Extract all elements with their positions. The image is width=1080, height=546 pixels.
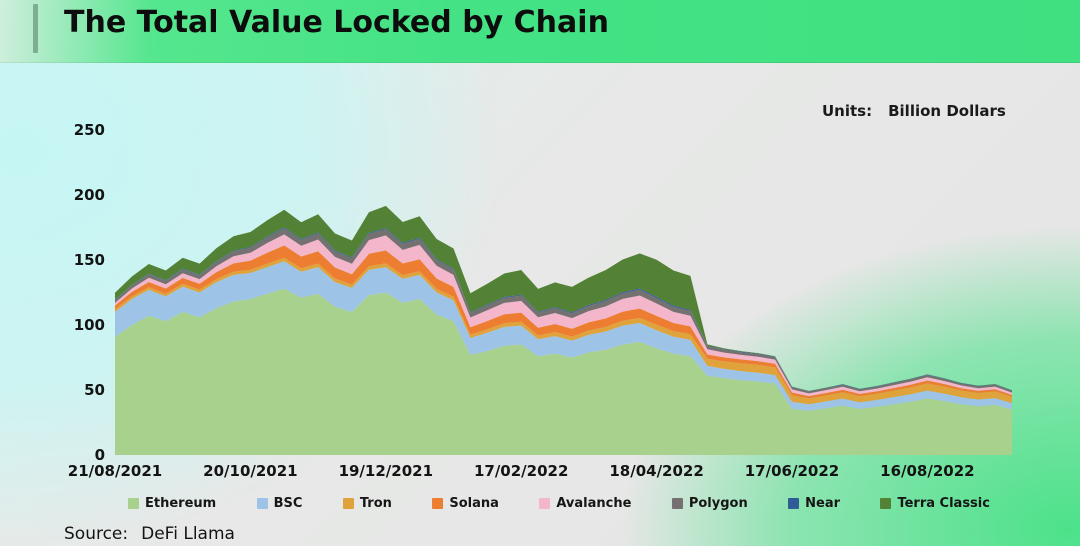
- header-banner: The Total Value Locked by Chain: [0, 0, 1080, 63]
- x-tick-label: 17/02/2022: [474, 462, 568, 480]
- source-line: Source: DeFi Llama: [64, 524, 235, 544]
- legend-item-solana: Solana: [432, 496, 499, 511]
- legend-item-ethereum: Ethereum: [128, 496, 216, 511]
- units-label: Units:: [822, 102, 873, 120]
- y-tick-label: 50: [84, 381, 105, 399]
- source-label: Source:: [64, 524, 129, 544]
- legend-label: BSC: [273, 495, 303, 511]
- area-polygon: [115, 228, 1012, 394]
- legend-item-tron: Tron: [342, 495, 392, 511]
- x-tick-label: 16/08/2022: [880, 462, 974, 480]
- units-annotation: Units: Billion Dollars: [822, 102, 1006, 120]
- y-tick-label: 200: [74, 186, 105, 204]
- legend-item-terra-classic: Terra Classic: [880, 496, 990, 511]
- y-tick-label: 100: [74, 316, 105, 334]
- units-value: Billion Dollars: [888, 102, 1006, 120]
- area-bsc: [115, 261, 1012, 411]
- legend-label: Ethereum: [145, 495, 217, 511]
- x-tick-label: 17/06/2022: [745, 462, 839, 480]
- x-tick-label: 18/04/2022: [609, 462, 703, 480]
- legend-swatch-terra-classic: [880, 497, 892, 509]
- legend-swatch-ethereum: [128, 497, 139, 509]
- x-tick-label: 20/10/2021: [203, 462, 297, 480]
- y-tick-label: 150: [74, 251, 105, 269]
- legend-item-bsc: BSC: [256, 495, 303, 511]
- legend-swatch-tron: [342, 497, 354, 509]
- title-accent-bar: [33, 4, 38, 53]
- legend-swatch-solana: [432, 497, 444, 509]
- legend-item-near: Near: [788, 496, 840, 511]
- area-ethereum: [115, 288, 1012, 455]
- legend-item-polygon: Polygon: [671, 495, 748, 511]
- legend-swatch-bsc: [256, 497, 268, 509]
- area-terra-classic: [115, 205, 1012, 392]
- legend-swatch-polygon: [671, 497, 683, 509]
- area-avalanche: [115, 234, 1012, 397]
- y-tick-label: 0: [95, 446, 105, 464]
- page-title: The Total Value Locked by Chain: [64, 5, 609, 40]
- source-value: DeFi Llama: [141, 524, 235, 544]
- legend-label: Avalanche: [556, 495, 632, 511]
- legend-item-avalanche: Avalanche: [539, 496, 631, 511]
- legend-label: Solana: [449, 495, 499, 511]
- y-tick-label: 250: [74, 121, 105, 139]
- legend-label: Tron: [359, 495, 392, 511]
- legend-swatch-avalanche: [539, 497, 551, 509]
- legend-swatch-near: [788, 497, 800, 509]
- legend-label: Polygon: [688, 495, 748, 511]
- area-tron: [115, 257, 1012, 405]
- legend-label: Terra Classic: [897, 495, 990, 511]
- chart-legend: Ethereum BSC Tron Solana Avalanche Polygon Nea…: [128, 494, 990, 512]
- area-solana: [115, 245, 1012, 399]
- legend-label: Near: [805, 495, 841, 511]
- x-tick-label: 21/08/2021: [68, 462, 162, 480]
- x-tick-label: 19/12/2021: [339, 462, 433, 480]
